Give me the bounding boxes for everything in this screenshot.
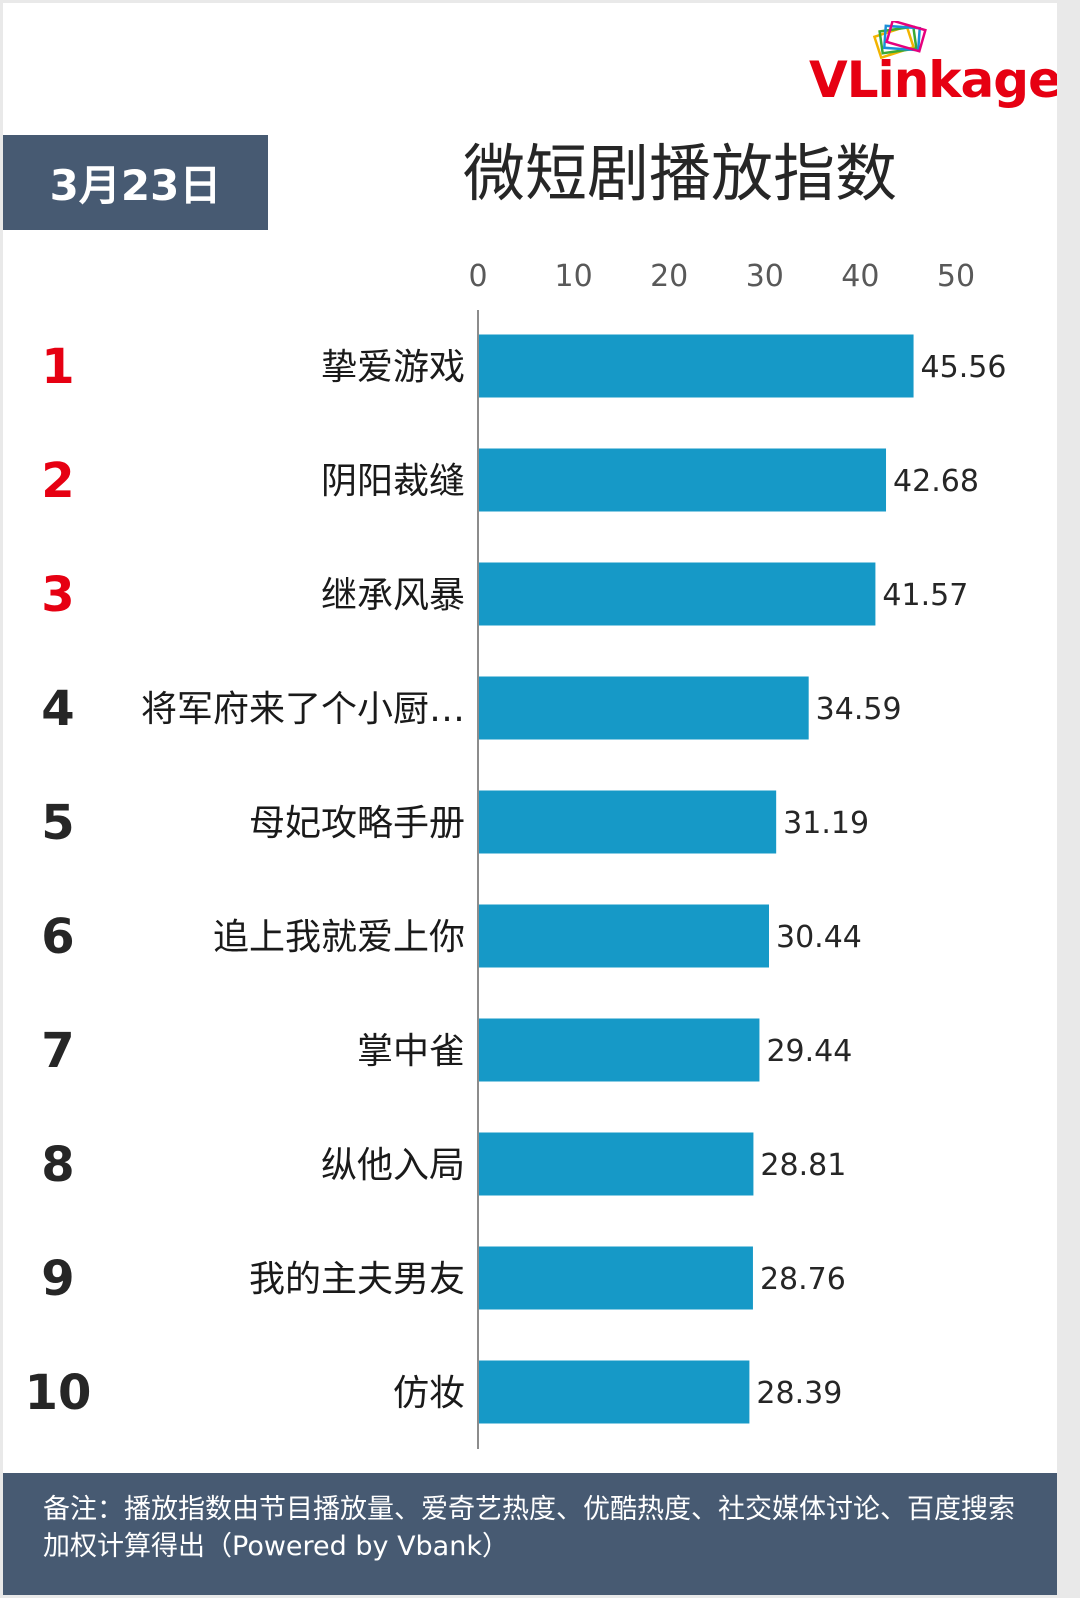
value-label: 31.19	[783, 806, 869, 841]
x-tick-label: 50	[937, 259, 975, 294]
value-label: 30.44	[776, 920, 862, 955]
category-label: 掌中雀	[357, 1031, 465, 1072]
rank-label: 1	[41, 339, 74, 395]
rank-label: 4	[41, 681, 74, 737]
category-label: 继承风暴	[321, 575, 465, 616]
bar	[478, 904, 770, 968]
rank-label: 6	[41, 909, 74, 965]
bar	[478, 676, 809, 740]
vlinkage-logo: VLinkage	[809, 21, 1057, 121]
x-tick-label: 0	[468, 259, 487, 294]
bar	[478, 1132, 754, 1196]
value-label: 29.44	[766, 1034, 852, 1069]
value-label: 34.59	[816, 692, 902, 727]
category-label: 仿妆	[393, 1373, 465, 1414]
bar	[478, 334, 914, 398]
rank-label: 10	[25, 1365, 92, 1421]
x-tick-label: 40	[841, 259, 879, 294]
rank-label: 2	[41, 453, 74, 509]
category-label: 纵他入局	[321, 1145, 465, 1186]
x-tick-label: 30	[746, 259, 784, 294]
rank-label: 8	[41, 1137, 74, 1193]
category-label: 将军府来了个小厨…	[141, 689, 465, 730]
rank-label: 7	[41, 1023, 74, 1079]
value-label: 41.57	[882, 578, 968, 613]
bar	[478, 1018, 760, 1082]
rank-label: 5	[41, 795, 74, 851]
bar	[478, 448, 887, 512]
date-badge: 3月23日	[3, 135, 268, 230]
footer-note: 备注：播放指数由节目播放量、爱奇艺热度、优酷热度、社交媒体讨论、百度搜索加权计算…	[3, 1473, 1057, 1595]
category-label: 母妃攻略手册	[249, 803, 465, 844]
bar-chart: 0 10 20 30 40 50 1 挚爱游戏 45.56 2 阴阳裁缝 42.68 3 继承风暴 41.5…	[25, 259, 1007, 1449]
logo-text: VLinkage	[809, 51, 1057, 109]
x-tick-label: 20	[650, 259, 688, 294]
x-tick-label: 10	[555, 259, 593, 294]
value-label: 42.68	[893, 464, 979, 499]
category-label: 阴阳裁缝	[321, 461, 465, 502]
bar	[478, 562, 876, 626]
rank-label: 3	[41, 567, 74, 623]
infographic-card: VLinkage 3月23日 微短剧播放指数 0 10 20 30 40 50 1 挚爱游戏 4…	[3, 3, 1057, 1595]
category-label: 我的主夫男友	[249, 1259, 465, 1300]
value-label: 28.81	[760, 1148, 846, 1183]
value-label: 28.76	[760, 1262, 846, 1297]
bar	[478, 1360, 750, 1424]
category-label: 挚爱游戏	[321, 347, 465, 388]
logo-frames-icon	[872, 21, 927, 60]
value-label: 28.39	[756, 1376, 842, 1411]
rank-label: 9	[41, 1251, 74, 1307]
category-label: 追上我就爱上你	[213, 917, 465, 958]
value-label: 45.56	[921, 350, 1007, 385]
bar	[478, 790, 777, 854]
chart-title: 微短剧播放指数	[463, 137, 898, 210]
bar	[478, 1246, 753, 1310]
